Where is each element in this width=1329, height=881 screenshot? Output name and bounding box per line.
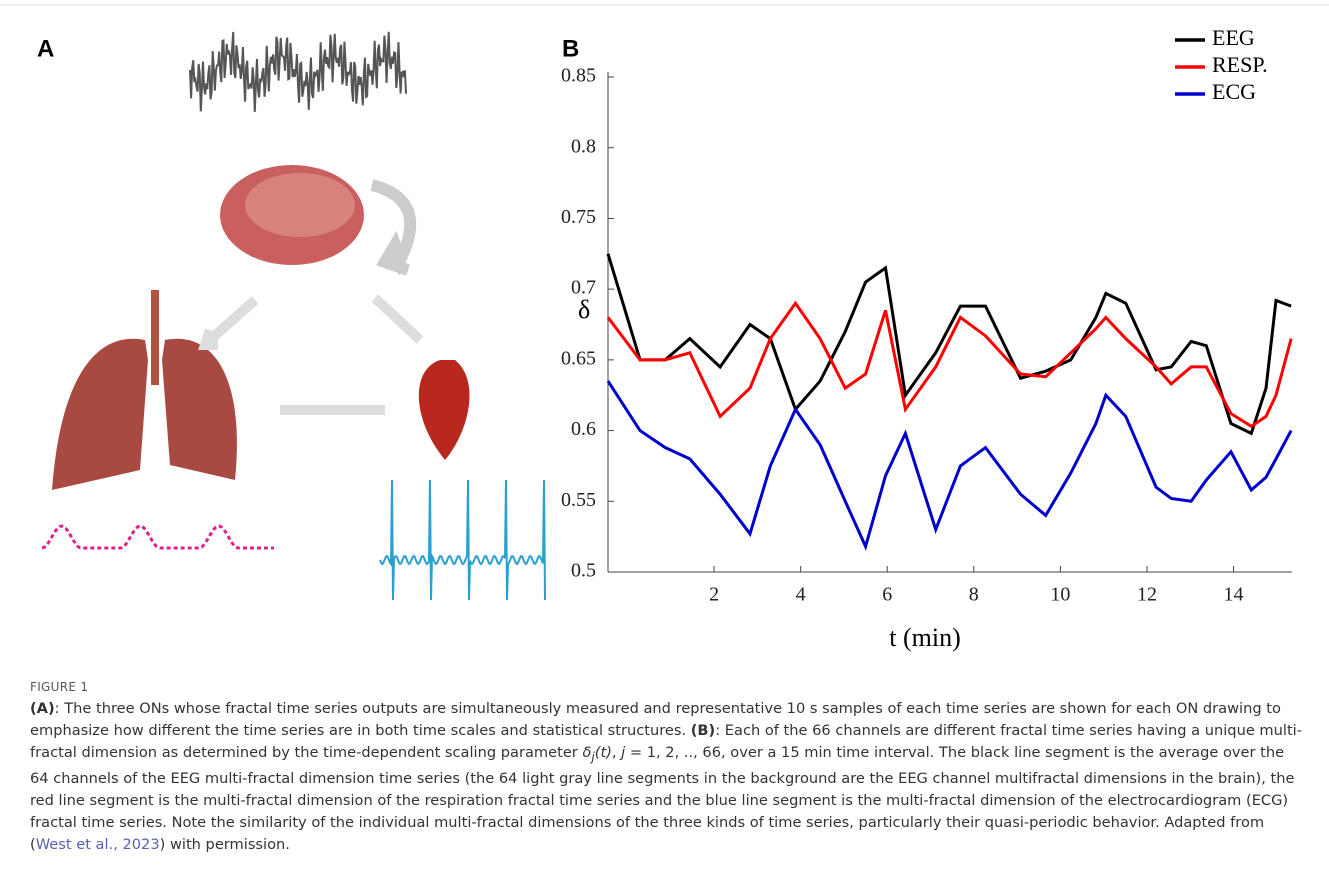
y-tick-label: 0.55: [561, 489, 596, 511]
arrow: [371, 294, 424, 344]
text: : The three ONs whose fractal time serie…: [30, 700, 1281, 739]
cycle-arrow: [370, 179, 417, 276]
heart: [418, 360, 470, 460]
figure: A B δ t (min) 0.5 0.55 0.6 0.65 0.7 0.75 0.8 0.…: [0, 4, 1329, 652]
y-tick-label: 0.75: [561, 206, 596, 228]
x-tick-label: 10: [1050, 584, 1070, 606]
symbol: (t): [594, 744, 612, 761]
y-axis-label: δ: [578, 295, 590, 324]
legend-label: ECG: [1212, 79, 1256, 104]
caption-label: FIGURE 1: [30, 680, 89, 694]
lung-right: [162, 338, 237, 480]
x-tick-label: 8: [969, 584, 979, 606]
lung-left: [52, 338, 148, 490]
symbol: j: [591, 749, 595, 764]
symbol: δ: [582, 744, 592, 761]
text: : Each of the 66 channels are different …: [30, 722, 1302, 761]
panel-a-illustration: [41, 31, 546, 601]
text: ) with permission.: [159, 835, 290, 853]
y-tick-label: 0.65: [561, 347, 596, 369]
x-tick-label: 6: [882, 584, 892, 606]
caption-text: (A): The three ONs whose fractal time se…: [30, 700, 1302, 853]
brain-highlight: [245, 173, 355, 237]
series-line: [606, 253, 1292, 436]
x-tick-label: 14: [1224, 584, 1244, 606]
label: (B): [690, 722, 716, 739]
text: = 1, 2, .., 66, over a 15 min time inter…: [30, 744, 1295, 853]
label: (A): [30, 700, 55, 717]
y-tick-label: 0.5: [571, 560, 596, 582]
y-tick-label: 0.8: [571, 135, 596, 157]
legend-label: EEG: [1212, 25, 1255, 50]
symbol: j: [621, 744, 626, 761]
legend-label: RESP.: [1212, 52, 1268, 77]
x-tick-label: 4: [796, 584, 806, 606]
citation-link[interactable]: West et al., 2023: [35, 835, 160, 853]
resp-trace: [41, 524, 274, 550]
y-tick-label: 0.85: [561, 65, 596, 87]
eeg-trace: [189, 31, 407, 113]
arrow: [198, 296, 259, 350]
x-axis-label: t (min): [889, 623, 961, 652]
y-tick-label: 0.6: [571, 418, 596, 440]
ecg-trace: [379, 479, 546, 601]
y-tick-label: 0.7: [571, 277, 596, 299]
series-line: [606, 300, 1293, 429]
x-tick-label: 12: [1137, 584, 1157, 606]
x-tick-label: 2: [709, 584, 719, 606]
caption: FIGURE 1 (A): The three ONs whose fracta…: [30, 676, 1305, 856]
series-line: [606, 380, 1293, 551]
panel-label: B: [562, 35, 579, 62]
panel-label: A: [37, 35, 54, 62]
